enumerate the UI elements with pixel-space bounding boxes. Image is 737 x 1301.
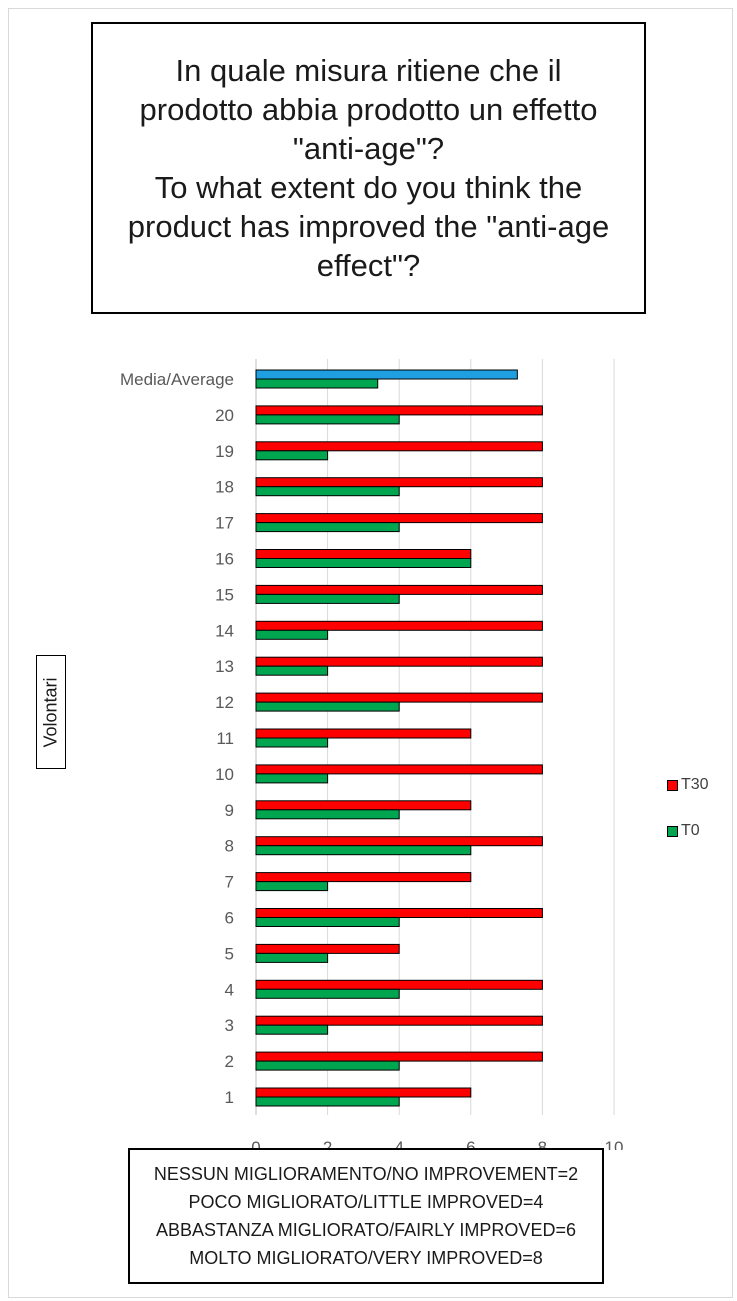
- bar-t0: [255, 701, 400, 712]
- bar-t0: [255, 486, 400, 497]
- y-tick-label: 10: [215, 765, 234, 784]
- x-tick-label: 10: [605, 1138, 624, 1150]
- chart-frame: [8, 8, 733, 1298]
- y-tick-label: 18: [215, 478, 234, 497]
- bar-t0: [255, 665, 329, 676]
- chart-title-line: In quale misura ritiene che il: [175, 53, 562, 88]
- bar-t30: [255, 692, 543, 703]
- bar-t30: [255, 1087, 472, 1098]
- y-tick-label: 8: [225, 837, 234, 856]
- y-tick-label: 16: [215, 550, 234, 569]
- bar-t0: [255, 1024, 329, 1035]
- y-axis-label-box: Volontari: [36, 655, 66, 769]
- bar-t30: [255, 549, 472, 559]
- legend-item-t30: T30: [667, 776, 709, 794]
- scale-note: MOLTO MIGLIORATO/VERY IMPROVED=8: [189, 1248, 543, 1268]
- bar-t0: [255, 450, 329, 461]
- bar-t30: [255, 513, 543, 524]
- bar-t0: [255, 1060, 400, 1071]
- y-tick-label: 1: [225, 1088, 234, 1107]
- chart-title-box: In quale misura ritiene che il prodotto …: [91, 22, 646, 314]
- y-tick-label: 19: [215, 442, 234, 461]
- bar-t0: [255, 558, 472, 568]
- bar-t0: [255, 845, 472, 856]
- y-tick-label: 5: [225, 944, 234, 963]
- bar-t30: [255, 656, 543, 667]
- legend-item-t0: T0: [667, 822, 700, 840]
- x-tick-label: 6: [466, 1138, 475, 1150]
- y-tick-label: 4: [225, 980, 234, 999]
- y-tick-label: 20: [215, 406, 234, 425]
- bar-t0: [255, 1096, 400, 1107]
- bar-chart: 0 2 4 6 8 101234567891011121314151617181920Me…: [120, 359, 624, 1150]
- bar-t30: [255, 836, 543, 847]
- x-tick-label: 0: [251, 1138, 260, 1150]
- bar-t30: [255, 584, 543, 595]
- legend-swatch-t30: [667, 779, 678, 791]
- bar-t30: [255, 908, 543, 918]
- bar-t30: [255, 477, 543, 488]
- bar-t0: [255, 593, 400, 604]
- y-tick-label: 13: [215, 657, 234, 676]
- bar-t0: [255, 629, 329, 640]
- y-tick-label: 7: [225, 873, 234, 892]
- bar-t30: [255, 441, 543, 452]
- chart-title-line: product has improved the "anti-age: [127, 209, 610, 244]
- y-tick-label: 12: [215, 693, 234, 712]
- scale-notes-box: NESSUN MIGLIORAMENTO/NO IMPROVEMENT=2 PO…: [128, 1148, 604, 1284]
- bar-t0: [255, 378, 379, 389]
- bar-t0: [255, 737, 329, 748]
- bar-t30: [255, 620, 543, 631]
- bar-t0: [255, 414, 400, 425]
- y-tick-label: 17: [215, 514, 234, 533]
- x-tick-label: 8: [538, 1138, 547, 1150]
- chart-title-line: To what extent do you think the: [154, 170, 583, 205]
- y-tick-label: 6: [225, 909, 234, 928]
- bar-t0: [255, 988, 400, 999]
- bar-t30: [255, 728, 472, 739]
- bar-t30: [255, 943, 400, 954]
- bar-t0: [255, 952, 329, 963]
- bar-t0: [255, 881, 329, 892]
- chart-title-line: prodotto abbia prodotto un effetto: [139, 92, 598, 127]
- bar-t30: [255, 405, 543, 416]
- chart-title-line: effect"?: [316, 248, 421, 283]
- y-tick-label: 14: [215, 621, 234, 640]
- scale-note: ABBASTANZA MIGLIORATO/FAIRLY IMPROVED=6: [156, 1220, 576, 1240]
- bar-t0: [255, 773, 329, 784]
- legend-label-t0: T0: [681, 822, 700, 839]
- y-tick-label: Media/Average: [120, 370, 234, 389]
- y-tick-label: 15: [215, 585, 234, 604]
- chart-title-line: "anti-age"?: [292, 131, 445, 166]
- bar-t0: [255, 809, 400, 820]
- y-tick-label: 11: [216, 729, 234, 748]
- y-tick-label: 9: [225, 801, 234, 820]
- scale-note: NESSUN MIGLIORAMENTO/NO IMPROVEMENT=2: [153, 1164, 579, 1184]
- bar-t30: [255, 979, 543, 990]
- x-tick-label: 4: [394, 1138, 403, 1150]
- legend-label-t30: T30: [681, 776, 709, 793]
- bar-t0: [255, 522, 400, 533]
- bar-t30: [255, 872, 472, 883]
- bar-t30: [255, 1015, 543, 1026]
- bar-t0: [255, 917, 400, 927]
- bar-t30: [255, 369, 518, 380]
- y-tick-label: 3: [225, 1016, 234, 1035]
- legend-swatch-t0: [667, 825, 678, 837]
- x-tick-label: 2: [323, 1138, 332, 1150]
- y-tick-label: 2: [225, 1052, 234, 1071]
- bar-t30: [255, 800, 472, 811]
- bar-t30: [255, 1051, 543, 1062]
- bar-t30: [255, 764, 543, 775]
- scale-note: POCO MIGLIORATO/LITTLE IMPROVED=4: [188, 1192, 544, 1212]
